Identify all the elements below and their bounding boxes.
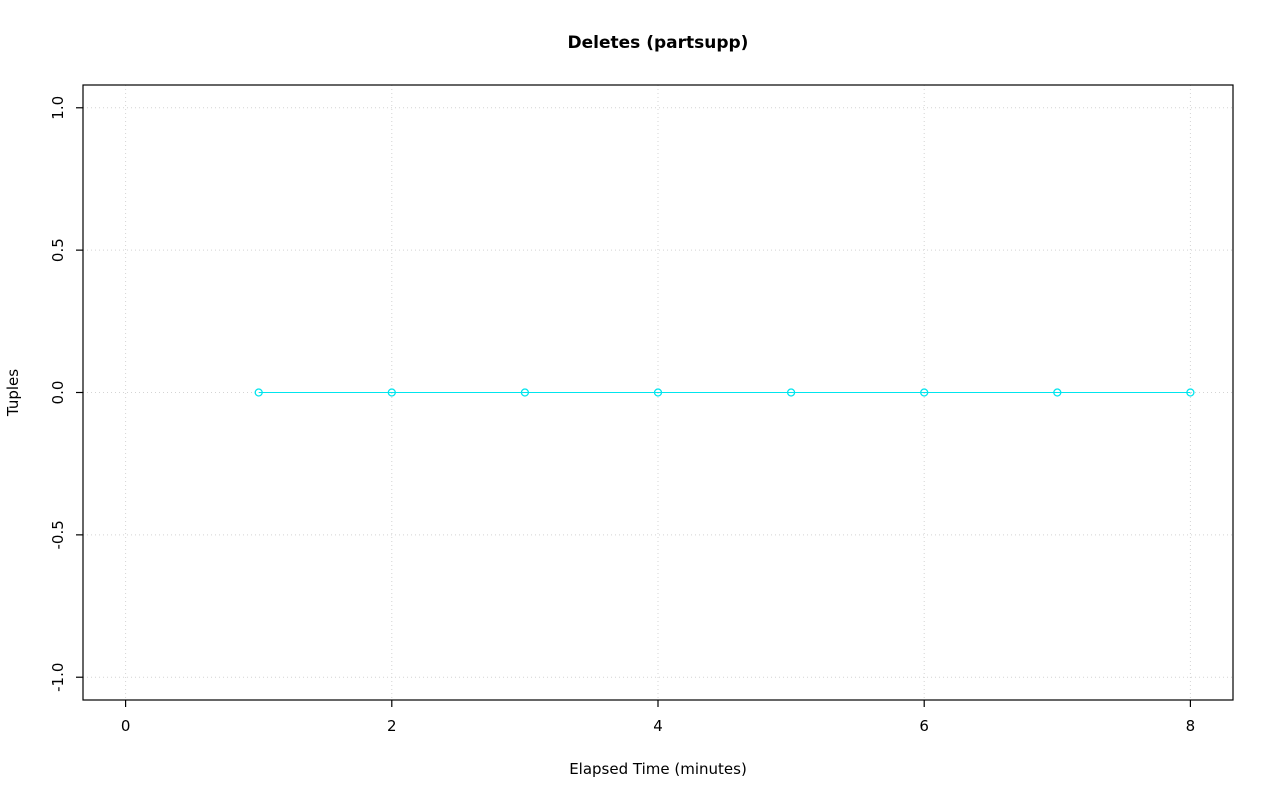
y-axis-label: Tuples bbox=[4, 369, 22, 417]
data-point bbox=[653, 388, 663, 397]
data-point bbox=[786, 388, 796, 397]
y-tick-label: 0.5 bbox=[49, 238, 67, 262]
x-axis-label: Elapsed Time (minutes) bbox=[569, 760, 747, 778]
x-tick-label: 0 bbox=[121, 717, 131, 735]
y-tick-label: 0.0 bbox=[49, 381, 67, 405]
data-point bbox=[387, 388, 396, 397]
data-point bbox=[254, 388, 263, 397]
y-tick-label: 1.0 bbox=[49, 96, 67, 120]
data-point bbox=[1053, 388, 1062, 397]
x-tick-label: 4 bbox=[653, 717, 663, 735]
x-tick-label: 6 bbox=[919, 717, 929, 735]
data-point bbox=[920, 388, 929, 397]
x-tick-label: 8 bbox=[1186, 717, 1196, 735]
data-point bbox=[520, 388, 530, 397]
chart-title: Deletes (partsupp) bbox=[568, 33, 749, 53]
y-tick-label: -1.0 bbox=[49, 663, 67, 692]
data-point bbox=[1186, 388, 1195, 397]
y-tick-label: -0.5 bbox=[49, 520, 67, 549]
x-tick-label: 2 bbox=[387, 717, 397, 735]
